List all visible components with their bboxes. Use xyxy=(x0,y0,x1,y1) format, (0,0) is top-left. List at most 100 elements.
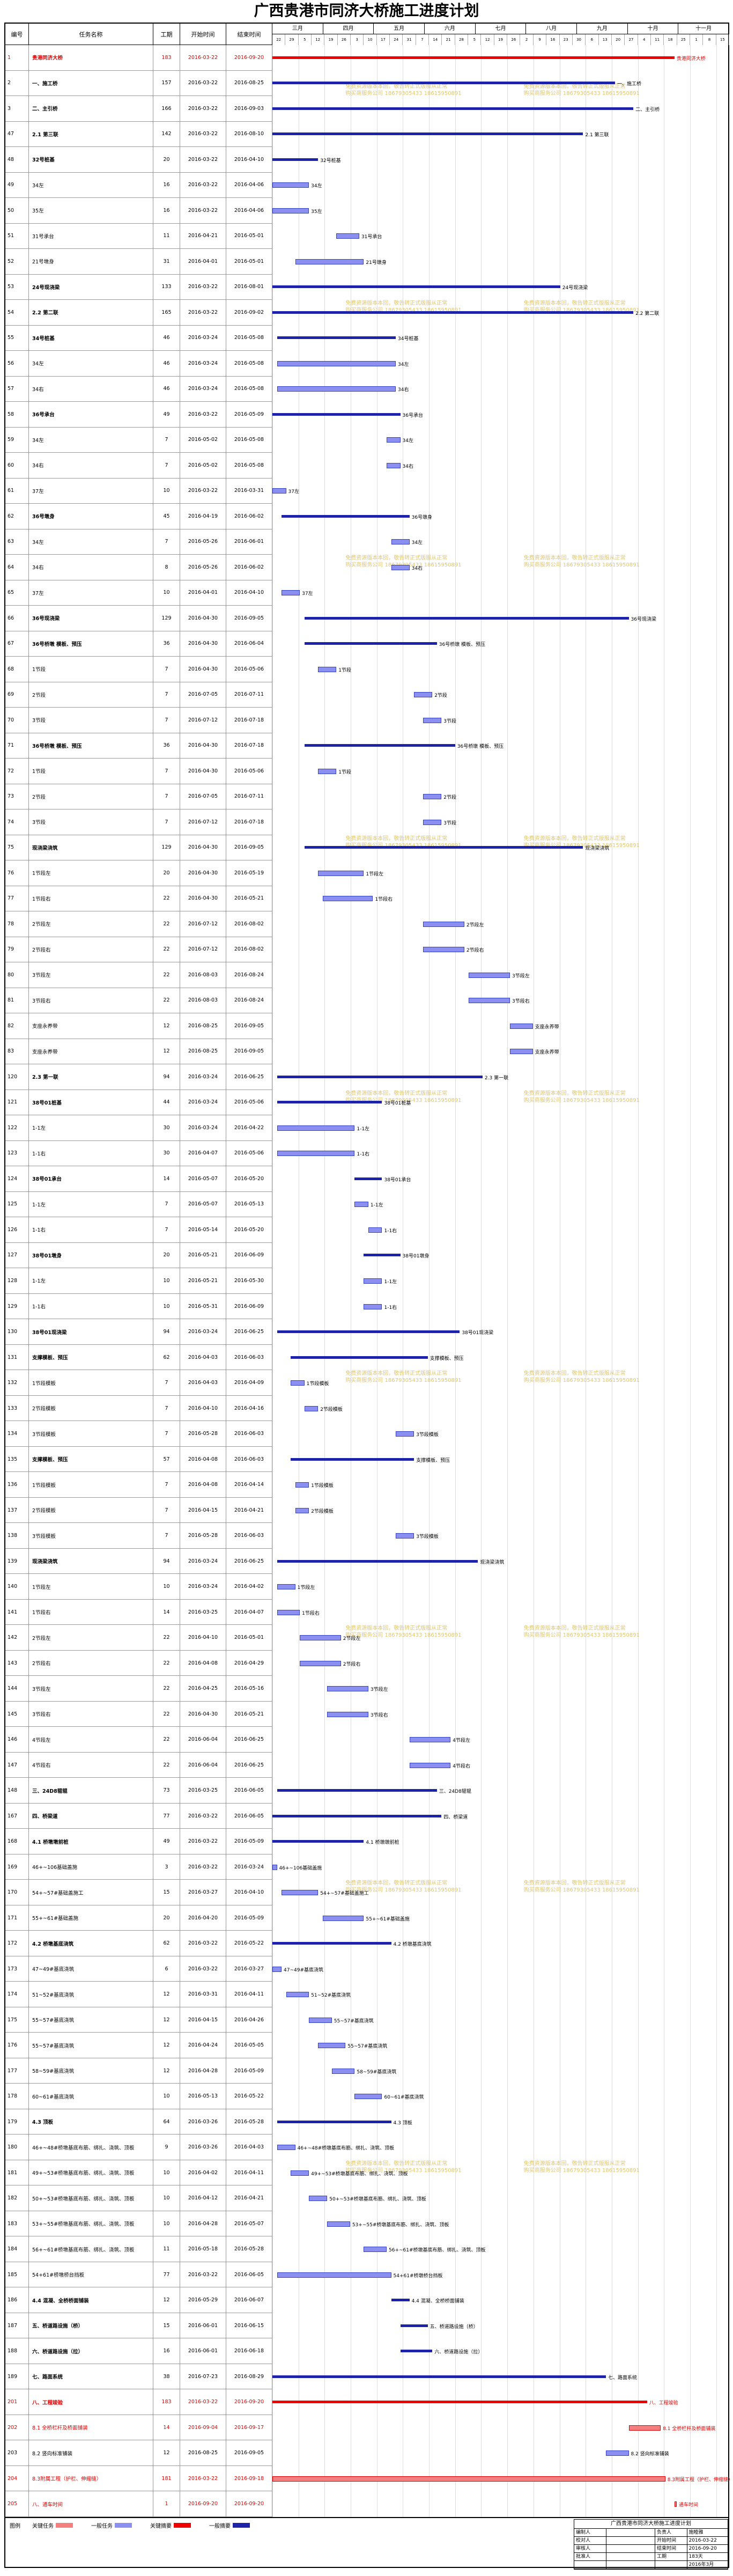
table-row[interactable]: 64 34右 8 2016-05-26 2016-06-02 xyxy=(5,555,272,580)
table-row[interactable]: 77 1节段右 22 2016-04-30 2016-05-21 xyxy=(5,886,272,912)
task-bar[interactable] xyxy=(327,2221,350,2227)
table-row[interactable]: 203 8.2 竖向标准铺装 12 2016-08-25 2016-09-05 xyxy=(5,2440,272,2466)
summary-bar[interactable] xyxy=(304,744,455,747)
table-row[interactable]: 177 58~59#基底浇筑 12 2016-04-28 2016-05-09 xyxy=(5,2058,272,2084)
task-bar[interactable] xyxy=(354,2094,382,2100)
table-row[interactable]: 76 1节段左 20 2016-04-30 2016-05-19 xyxy=(5,860,272,886)
table-row[interactable]: 55 34号桩基 46 2016-03-24 2016-05-08 xyxy=(5,325,272,351)
task-bar[interactable] xyxy=(272,488,286,494)
table-row[interactable]: 66 36号现浇梁 129 2016-04-30 2016-09-05 xyxy=(5,606,272,631)
summary-bar[interactable] xyxy=(277,1101,382,1104)
task-bar[interactable] xyxy=(277,1125,355,1131)
task-bar[interactable] xyxy=(277,360,396,366)
table-row[interactable]: 170 54+~57#基础盖施工 15 2016-03-27 2016-04-10 xyxy=(5,1880,272,1905)
task-bar[interactable] xyxy=(282,1890,319,1896)
table-row[interactable]: 52 21号墩身 31 2016-04-01 2016-05-01 xyxy=(5,249,272,275)
table-row[interactable]: 65 37左 10 2016-04-01 2016-04-10 xyxy=(5,580,272,606)
table-row[interactable]: 129 1-1右 10 2016-05-31 2016-06-09 xyxy=(5,1293,272,1320)
summary-bar[interactable] xyxy=(354,1177,382,1180)
task-bar[interactable] xyxy=(277,2145,295,2151)
task-bar[interactable] xyxy=(277,1151,355,1157)
summary-bar[interactable] xyxy=(272,82,615,85)
table-row[interactable]: 201 八、工程竣验 183 2016-03-22 2016-09-20 xyxy=(5,2389,272,2415)
summary-bar[interactable] xyxy=(272,158,319,161)
task-bar[interactable] xyxy=(309,2017,332,2023)
table-row[interactable]: 57 34右 46 2016-03-24 2016-05-08 xyxy=(5,376,272,402)
summary-bar[interactable] xyxy=(364,1254,401,1257)
task-bar[interactable] xyxy=(423,819,442,825)
task-bar[interactable] xyxy=(295,1507,309,1513)
table-row[interactable]: 73 2节段 7 2016-07-05 2016-07-11 xyxy=(5,784,272,810)
task-bar[interactable] xyxy=(396,1533,414,1539)
task-bar[interactable] xyxy=(272,208,309,214)
table-row[interactable]: 59 34左 7 2016-05-02 2016-05-08 xyxy=(5,427,272,453)
table-row[interactable]: 171 55+~61#基础盖施 20 2016-04-20 2016-05-09 xyxy=(5,1905,272,1931)
task-bar[interactable] xyxy=(364,1278,382,1284)
task-bar[interactable] xyxy=(510,1023,533,1029)
task-bar[interactable] xyxy=(318,666,337,672)
task-bar[interactable] xyxy=(387,462,401,468)
task-bar[interactable] xyxy=(272,182,309,188)
table-row[interactable]: 128 1-1左 10 2016-05-21 2016-05-30 xyxy=(5,1268,272,1294)
task-bar[interactable] xyxy=(423,921,464,927)
task-bar[interactable] xyxy=(291,1380,305,1386)
table-row[interactable]: 53 24号现浇梁 133 2016-03-22 2016-08-01 xyxy=(5,274,272,300)
table-row[interactable]: 2 一、施工桥 157 2016-03-22 2016-08-25 xyxy=(5,70,272,96)
task-bar[interactable] xyxy=(327,1711,368,1717)
table-row[interactable]: 186 4.4 混凝、全桥桥面铺装 12 2016-05-29 2016-06-07 xyxy=(5,2287,272,2313)
task-bar[interactable] xyxy=(304,1405,319,1411)
task-bar[interactable] xyxy=(295,1482,309,1488)
table-row[interactable]: 61 37左 10 2016-03-22 2016-03-31 xyxy=(5,478,272,504)
summary-bar[interactable] xyxy=(272,133,583,136)
table-row[interactable]: 135 支撑模板、预压 57 2016-04-08 2016-06-03 xyxy=(5,1446,272,1473)
table-row[interactable]: 70 3节段 7 2016-07-12 2016-07-18 xyxy=(5,708,272,733)
table-row[interactable]: 126 1-1右 7 2016-05-14 2016-05-20 xyxy=(5,1217,272,1243)
table-row[interactable]: 167 四、桥梁道 77 2016-03-22 2016-06-05 xyxy=(5,1803,272,1829)
table-row[interactable]: 189 七、路面系统 38 2016-07-23 2016-08-29 xyxy=(5,2364,272,2390)
critical-summary-bar[interactable] xyxy=(272,2401,647,2404)
task-bar[interactable] xyxy=(282,590,300,596)
table-row[interactable]: 173 47~49#基底浇筑 6 2016-03-22 2016-03-27 xyxy=(5,1956,272,1982)
task-bar[interactable] xyxy=(318,2043,346,2049)
task-bar[interactable] xyxy=(277,386,396,392)
task-bar[interactable] xyxy=(469,972,510,978)
table-row[interactable]: 148 三、24D8辊辊 73 2016-03-25 2016-06-05 xyxy=(5,1778,272,1804)
summary-bar[interactable] xyxy=(272,1942,391,1945)
table-row[interactable]: 140 1节段左 10 2016-03-24 2016-04-02 xyxy=(5,1574,272,1600)
table-row[interactable]: 127 38号01墩身 20 2016-05-21 2016-06-09 xyxy=(5,1242,272,1269)
table-row[interactable]: 169 46+~106基础盖施 3 2016-03-22 2016-03-24 xyxy=(5,1854,272,1880)
summary-bar[interactable] xyxy=(391,2299,410,2302)
task-bar[interactable] xyxy=(423,947,464,953)
task-bar[interactable] xyxy=(318,870,364,876)
table-row[interactable]: 82 支座永养带 12 2016-08-25 2016-09-05 xyxy=(5,1013,272,1039)
summary-bar[interactable] xyxy=(291,1458,414,1461)
table-row[interactable]: 50 35左 16 2016-03-22 2016-04-06 xyxy=(5,198,272,224)
task-bar[interactable] xyxy=(286,1992,309,1998)
table-row[interactable]: 83 支座永养带 12 2016-08-25 2016-09-05 xyxy=(5,1039,272,1065)
summary-bar[interactable] xyxy=(277,1075,483,1078)
task-bar[interactable] xyxy=(322,1915,364,1921)
table-row[interactable]: 205 八、通车时间 1 2016-09-20 2016-09-20 xyxy=(5,2491,272,2517)
table-row[interactable]: 1 贵港同济大桥 183 2016-03-22 2016-09-20 xyxy=(5,45,272,71)
table-row[interactable]: 47 2.1 第三联 142 2016-03-22 2016-08-10 xyxy=(5,121,272,147)
table-row[interactable]: 146 4节段左 22 2016-06-04 2016-06-25 xyxy=(5,1727,272,1753)
task-bar[interactable] xyxy=(391,564,410,570)
task-bar[interactable] xyxy=(391,539,410,545)
task-bar[interactable] xyxy=(469,998,510,1004)
task-bar[interactable] xyxy=(309,2196,328,2202)
summary-bar[interactable] xyxy=(272,413,401,416)
table-row[interactable]: 180 46+~48#桥墩基底布筋、绑扎、浇筑、顶板 9 2016-03-26 2016… xyxy=(5,2135,272,2160)
table-row[interactable]: 138 3节段模板 7 2016-05-28 2016-06-03 xyxy=(5,1523,272,1549)
table-row[interactable]: 48 32号桩基 20 2016-03-22 2016-04-10 xyxy=(5,147,272,173)
table-row[interactable]: 81 3节段右 22 2016-08-03 2016-08-24 xyxy=(5,988,272,1014)
summary-bar[interactable] xyxy=(277,1559,478,1563)
table-row[interactable]: 134 3节段模板 7 2016-05-28 2016-06-03 xyxy=(5,1421,272,1447)
table-row[interactable]: 179 4.3 顶板 64 2016-03-26 2016-05-28 xyxy=(5,2109,272,2135)
task-bar[interactable] xyxy=(318,768,337,774)
table-row[interactable]: 130 38号01现浇梁 94 2016-03-24 2016-06-25 xyxy=(5,1319,272,1345)
table-row[interactable]: 123 1-1右 30 2016-04-07 2016-05-06 xyxy=(5,1140,272,1167)
table-row[interactable]: 147 4节段右 22 2016-06-04 2016-06-25 xyxy=(5,1752,272,1778)
table-row[interactable]: 202 8.1 全桥栏杆及桥面铺装 14 2016-09-04 2016-09-17 xyxy=(5,2415,272,2441)
summary-bar[interactable] xyxy=(400,2350,433,2353)
table-row[interactable]: 174 51~52#基底浇筑 12 2016-03-31 2016-04-11 xyxy=(5,1982,272,2007)
